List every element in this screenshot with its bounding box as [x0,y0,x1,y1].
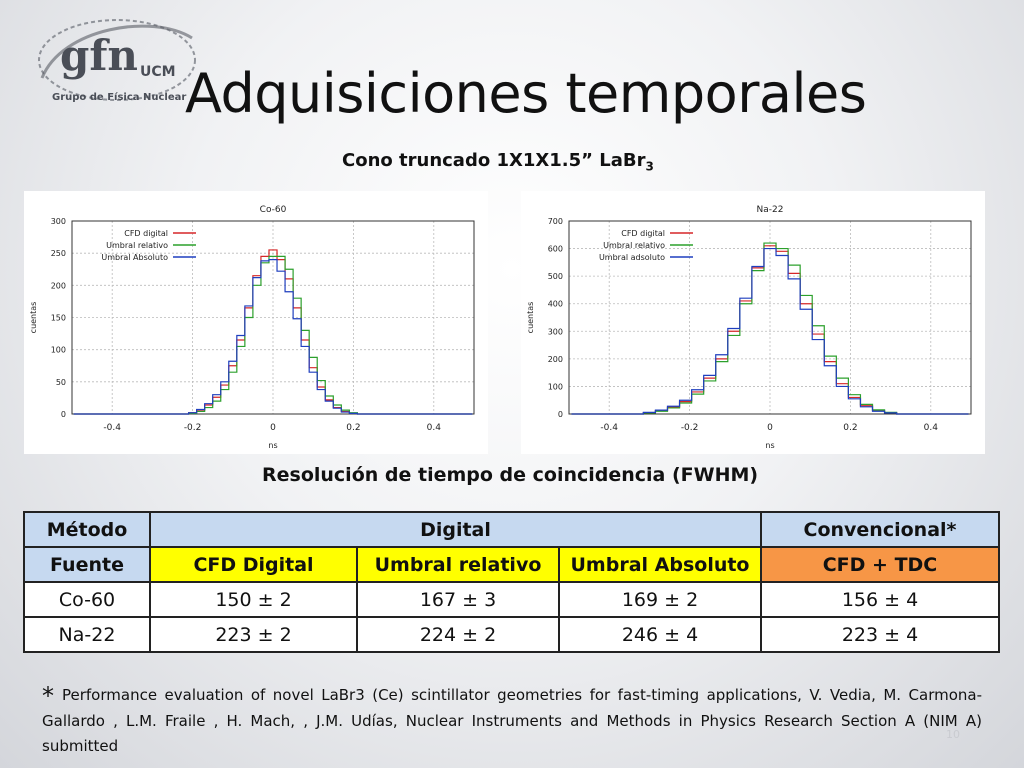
cell-cfd: 150 ± 2 [149,581,358,618]
logo-text: gfn [60,31,138,80]
y-axis-label: cuentas [526,302,535,334]
chart-na22: Na-22 -0.4 -0.2 0 0.2 0.4 0 100 200 300 400 500 600 7… [521,191,985,454]
x-tick-label: -0.2 [184,423,202,433]
slide-title: Adquisiciones temporales [185,62,867,125]
table-row: Na-22 223 ± 2 224 ± 2 246 ± 4 223 ± 4 [23,616,1000,653]
header-umbral-absoluto: Umbral Absoluto [558,546,762,583]
y-tick-label: 700 [548,217,563,226]
y-tick-label: 150 [51,314,66,323]
resolution-title: Resolución de tiempo de coincidencia (FW… [262,464,759,486]
cell-relativo: 167 ± 3 [356,581,560,618]
footnote: * Performance evaluation of novel LaBr3 (… [42,683,982,759]
series-line-3 [571,247,969,415]
cell-fuente: Na-22 [23,616,151,653]
series-line-2 [571,242,969,415]
series-line-3 [73,259,473,415]
legend-label: CFD digital [621,229,665,238]
y-tick-label: 500 [548,272,563,281]
chart-co60: Co-60 -0.4 -0.2 0 0.2 0.4 0 50 100 150 200 250 300 ns… [24,191,488,454]
legend-label: Umbral relativo [106,241,168,250]
header-cfd-digital: CFD Digital [149,546,358,583]
y-tick-label: 0 [558,410,563,419]
x-tick-label: -0.2 [681,423,699,433]
cell-absoluto: 169 ± 2 [558,581,762,618]
cell-relativo: 224 ± 2 [356,616,560,653]
x-tick-label: -0.4 [600,423,618,433]
legend-label: Umbral Absoluto [101,253,168,262]
page-number: 10 [946,728,960,741]
x-tick-label: -0.4 [103,423,121,433]
y-tick-label: 400 [548,300,563,309]
footnote-marker: * [42,682,54,710]
logo-sub: UCM [140,64,176,80]
slide-subtitle: Cono truncado 1X1X1.5” LaBr3 [342,150,654,174]
x-tick-label: 0.4 [924,423,939,433]
y-tick-label: 50 [56,378,66,387]
table-row: Co-60 150 ± 2 167 ± 3 169 ± 2 156 ± 4 [23,581,1000,618]
header-digital: Digital [149,511,762,548]
x-tick-label: 0 [270,423,276,433]
legend-label: Umbral relativo [603,241,665,250]
x-tick-label: 0.2 [843,423,857,433]
chart-svg: Co-60 -0.4 -0.2 0 0.2 0.4 0 50 100 150 200 250 300 ns… [29,205,475,450]
logo-caption: Grupo de Física Nuclear [52,91,186,103]
x-axis-label: ns [765,441,774,450]
x-tick-label: 0.2 [346,423,360,433]
header-cfd-tdc: CFD + TDC [760,546,1000,583]
table-header-row-1: Método Digital Convencional* [23,511,1000,548]
header-fuente: Fuente [23,546,151,583]
legend-label: Umbral adsoluto [599,253,665,262]
x-tick-label: 0.4 [427,423,442,433]
cell-absoluto: 246 ± 4 [558,616,762,653]
header-metodo: Método [23,511,151,548]
legend-label: CFD digital [124,229,168,238]
cell-fuente: Co-60 [23,581,151,618]
cell-tdc: 223 ± 4 [760,616,1000,653]
header-umbral-relativo: Umbral relativo [356,546,560,583]
cell-cfd: 223 ± 2 [149,616,358,653]
chart-title: Co-60 [260,205,287,215]
chart-svg: Na-22 -0.4 -0.2 0 0.2 0.4 0 100 200 300 400 500 600 7… [526,205,972,450]
y-tick-label: 200 [51,281,66,290]
cell-tdc: 156 ± 4 [760,581,1000,618]
header-convencional: Convencional* [760,511,1000,548]
results-table: Método Digital Convencional* Fuente CFD … [23,511,1000,653]
x-axis-label: ns [268,441,277,450]
plot-frame [568,220,972,415]
footnote-text: Performance evaluation of novel LaBr3 (C… [42,686,982,755]
y-tick-label: 300 [51,217,66,226]
y-tick-label: 100 [51,346,66,355]
y-axis-label: cuentas [29,302,38,334]
y-tick-label: 250 [51,249,66,258]
y-tick-label: 0 [61,410,66,419]
y-tick-label: 100 [548,382,563,391]
y-tick-label: 200 [548,355,563,364]
plot-frame [71,220,475,415]
chart-title: Na-22 [757,205,784,215]
gfn-logo: gfn UCM Grupo de Física Nuclear [38,19,196,103]
x-tick-label: 0 [767,423,773,433]
y-tick-label: 600 [548,245,563,254]
y-tick-label: 300 [548,327,563,336]
table-header-row-2: Fuente CFD Digital Umbral relativo Umbra… [23,546,1000,583]
